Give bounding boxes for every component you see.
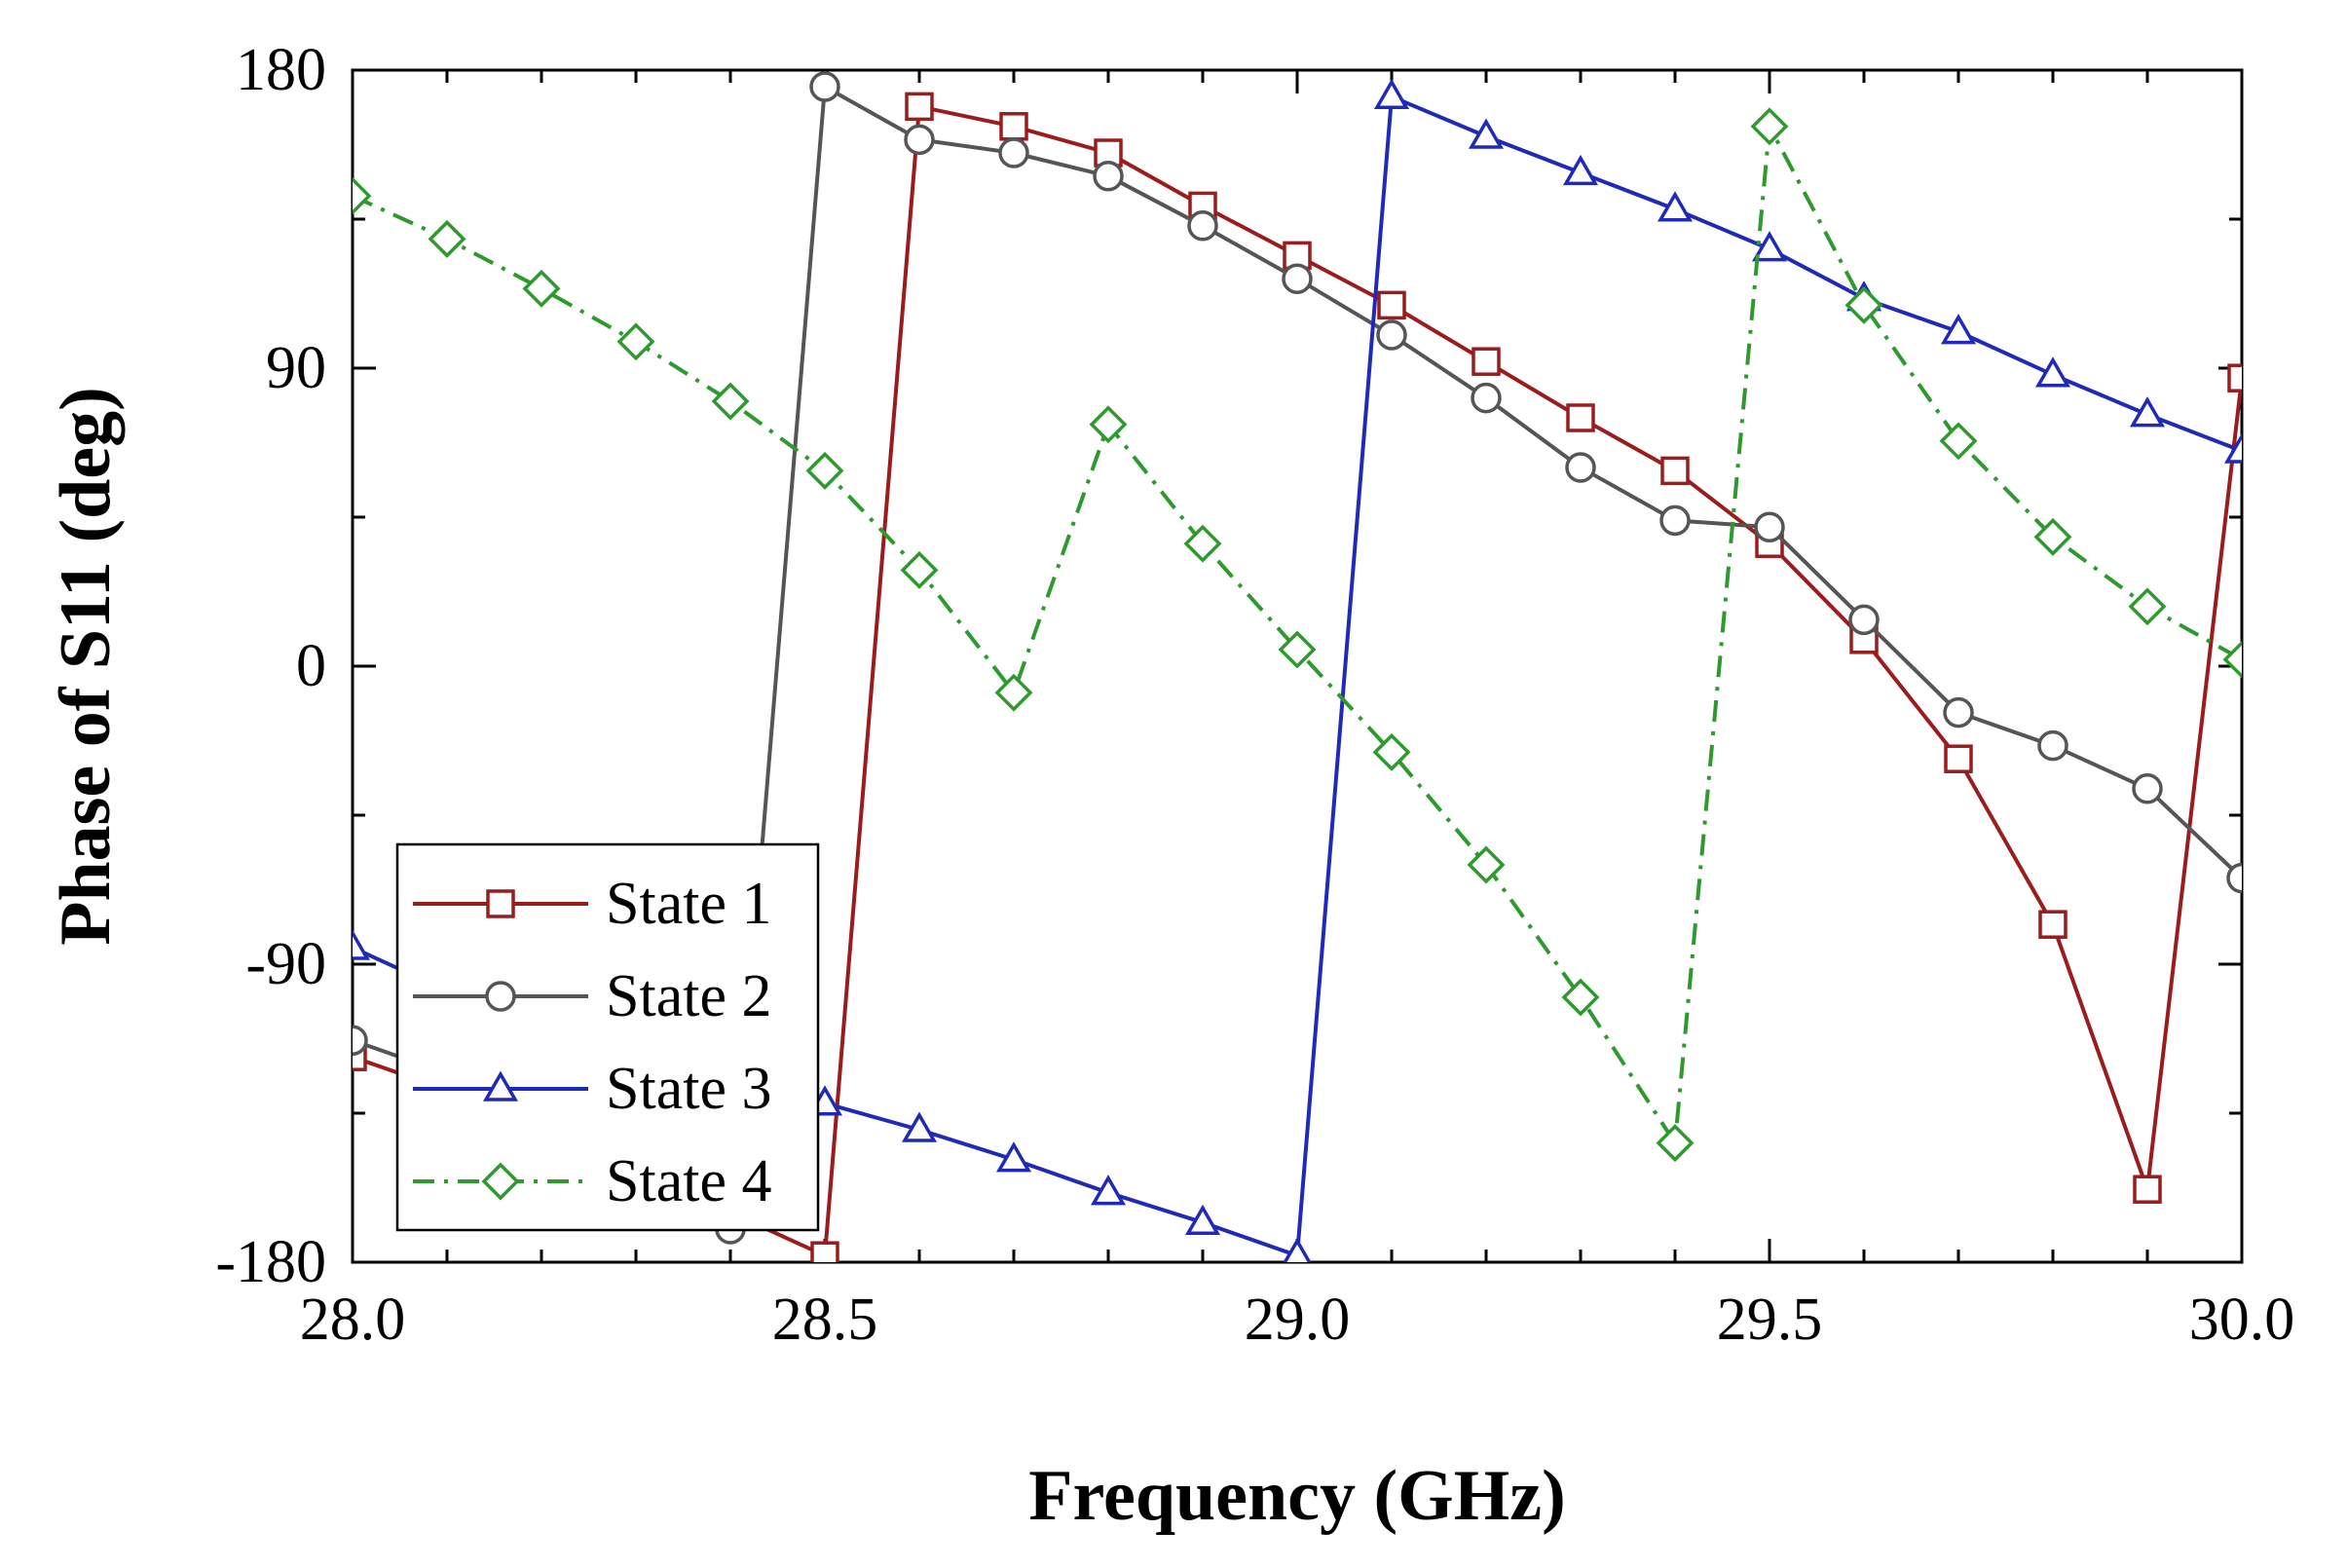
- y-tick-label: -180: [215, 1229, 326, 1295]
- data-point: [1944, 744, 1973, 773]
- data-point: [905, 92, 934, 122]
- data-point: [1750, 107, 1789, 146]
- data-point: [1565, 452, 1596, 483]
- data-point: [1377, 290, 1406, 320]
- data-point: [2129, 396, 2166, 428]
- data-point: [1184, 1204, 1221, 1235]
- data-point: [1468, 118, 1505, 149]
- data-point: [2222, 640, 2242, 679]
- data-point: [1754, 511, 1785, 542]
- x-tick-label: 28.0: [300, 1287, 406, 1353]
- data-point: [1659, 504, 1691, 537]
- y-tick-label: 90: [266, 335, 326, 401]
- data-point: [428, 219, 466, 258]
- x-tick-label: 29.5: [1717, 1287, 1823, 1353]
- data-point: [2037, 729, 2068, 762]
- data-point: [2034, 356, 2071, 388]
- data-point: [994, 673, 1033, 712]
- legend-marker-4: [481, 1162, 520, 1201]
- data-point: [901, 1111, 938, 1142]
- data-point: [1471, 382, 1502, 414]
- data-point: [616, 322, 655, 361]
- data-point: [353, 1025, 368, 1056]
- legend-marker-3: [482, 1070, 519, 1101]
- series-4: [353, 107, 2242, 1163]
- data-point: [1660, 456, 1690, 486]
- data-point: [1751, 231, 1788, 262]
- data-point: [2226, 862, 2242, 894]
- data-point: [2128, 587, 2167, 626]
- data-point: [995, 1141, 1032, 1173]
- data-point: [1561, 978, 1600, 1017]
- data-point: [2223, 432, 2242, 464]
- data-point: [999, 112, 1028, 141]
- data-point: [1093, 161, 1124, 192]
- data-point: [2227, 363, 2242, 392]
- data-point: [1278, 630, 1317, 669]
- data-point: [1376, 319, 1407, 351]
- data-point: [353, 929, 371, 960]
- x-tick-label: 28.5: [772, 1287, 878, 1353]
- data-point: [1183, 524, 1222, 563]
- data-point: [810, 1241, 839, 1262]
- data-point: [711, 382, 750, 421]
- legend-marker-1: [486, 889, 515, 918]
- data-point: [1467, 845, 1506, 884]
- data-point: [900, 550, 939, 589]
- data-point: [1090, 1175, 1127, 1206]
- legend-label-state-1: State 1: [606, 871, 771, 937]
- data-point: [1187, 210, 1218, 242]
- data-point: [2033, 517, 2072, 556]
- data-point: [1372, 732, 1411, 771]
- y-axis-title: Phase of S11 (deg): [46, 387, 126, 946]
- data-point: [1472, 347, 1501, 376]
- data-point: [1939, 422, 1978, 461]
- data-point: [805, 451, 844, 490]
- data-point: [904, 124, 935, 156]
- data-point: [1089, 405, 1128, 444]
- data-point: [2038, 910, 2068, 939]
- data-point: [998, 137, 1029, 168]
- data-point: [1940, 314, 1977, 345]
- data-point: [1844, 285, 1883, 324]
- x-tick-label: 30.0: [2189, 1287, 2295, 1353]
- x-tick-label: 29.0: [1245, 1287, 1351, 1353]
- data-point: [1566, 403, 1595, 432]
- data-point: [1283, 1237, 1312, 1262]
- data-point: [353, 176, 372, 215]
- legend-label-state-4: State 4: [606, 1148, 771, 1214]
- legend: State 1 State 2 State 3 State 4: [395, 842, 820, 1232]
- legend-marker-2: [485, 981, 516, 1012]
- x-axis-title: Frequency (GHz): [1028, 1456, 1565, 1536]
- data-point: [1282, 263, 1313, 294]
- y-tick-label: -90: [245, 931, 326, 997]
- legend-label-state-3: State 3: [606, 1056, 771, 1122]
- y-tick-label: 180: [236, 37, 326, 103]
- data-point: [1848, 604, 1880, 636]
- data-point: [809, 71, 840, 102]
- data-point: [1373, 78, 1410, 109]
- legend-box: [395, 842, 820, 1232]
- data-point: [1943, 696, 1974, 728]
- data-point: [1562, 154, 1599, 186]
- data-point: [522, 269, 561, 308]
- series-line-4: [353, 124, 2242, 1145]
- data-point: [2133, 1175, 2162, 1204]
- y-tick-label: 0: [296, 633, 326, 699]
- data-point: [1657, 191, 1694, 222]
- data-point: [2132, 773, 2163, 804]
- legend-label-state-2: State 2: [606, 963, 771, 1029]
- data-point: [1656, 1124, 1695, 1163]
